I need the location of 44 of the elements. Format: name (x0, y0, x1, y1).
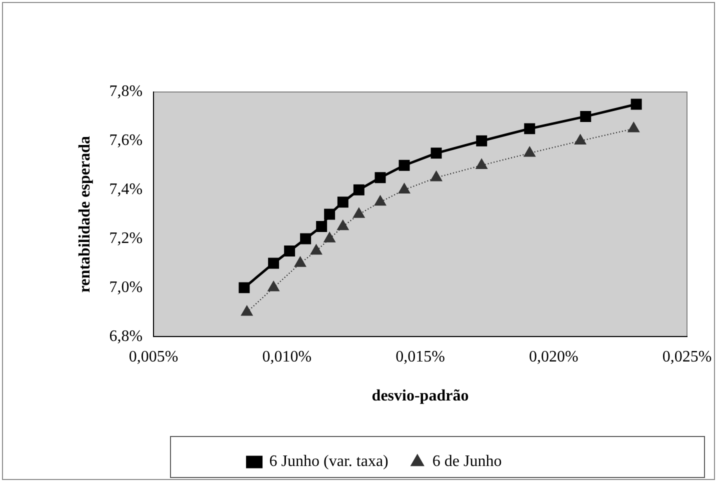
point (324, 232, 336, 242)
y-tick-label: 7,8% (109, 83, 143, 100)
point (430, 148, 442, 159)
point (337, 196, 348, 208)
x-tick-label: 0,005% (128, 348, 178, 366)
point (241, 306, 253, 316)
point (353, 184, 364, 196)
point (476, 135, 488, 146)
point (628, 122, 640, 132)
point (294, 256, 306, 267)
legend-label: 6 de Junho (432, 453, 502, 470)
point (374, 172, 386, 184)
y-axis-title: rentabilidade esperada (76, 136, 94, 293)
point (268, 258, 280, 269)
x-axis-title: desvio-padrão (372, 388, 469, 405)
x-tick-label: 0,010% (262, 348, 312, 366)
point (524, 123, 536, 134)
point (524, 146, 536, 157)
point (430, 171, 442, 182)
point (284, 246, 296, 256)
point (337, 220, 349, 230)
legend-label: 6 Junho (var. taxa) (269, 453, 388, 470)
y-tick-label: 6,8% (109, 328, 143, 345)
point (374, 195, 386, 206)
point (324, 208, 336, 220)
x-tick-label: 0,015% (396, 348, 445, 366)
point (238, 282, 250, 294)
point (574, 134, 586, 145)
y-tick-label: 7,4% (109, 181, 143, 198)
point (630, 98, 642, 110)
point (580, 110, 592, 122)
point (316, 221, 328, 232)
x-tick-label: 0,025% (662, 348, 712, 366)
y-tick-label: 7,6% (109, 132, 143, 150)
y-tick-label: 7,0% (109, 278, 143, 296)
point (310, 244, 322, 255)
point (398, 183, 410, 194)
y-tick-label: 7,2% (109, 230, 143, 247)
point (398, 160, 410, 171)
point (353, 208, 365, 218)
point (476, 158, 488, 169)
x-tick-label: 0,020% (528, 348, 578, 366)
point (268, 281, 280, 292)
point (300, 233, 312, 244)
